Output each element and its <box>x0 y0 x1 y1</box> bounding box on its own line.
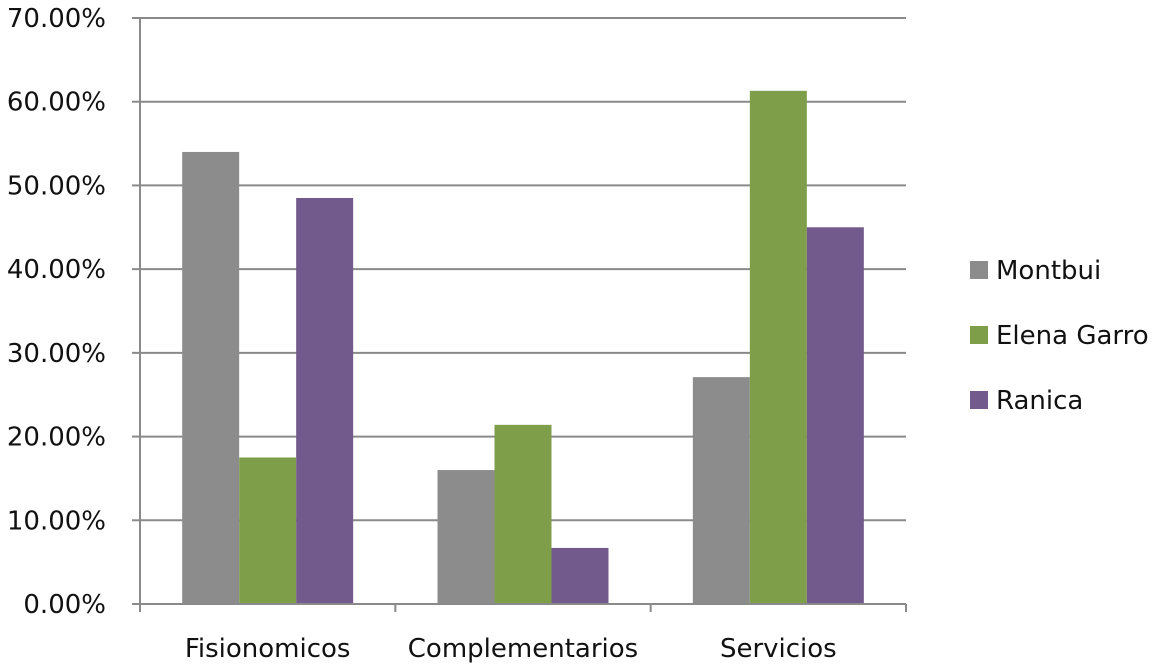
bar-ranica-complementarios <box>551 547 609 604</box>
y-tick-label: 0.00% <box>23 590 106 620</box>
y-axis-tick-labels: 0.00% 10.00% 20.00% 30.00% 40.00% 50.00% 60.00… <box>7 4 106 620</box>
y-tick-label: 10.00% <box>7 506 106 536</box>
legend-swatch <box>970 261 988 279</box>
legend-swatch <box>970 326 988 344</box>
bar-montbui-complementarios <box>437 470 495 604</box>
bars <box>182 90 864 605</box>
bar-elena-garro-servicios <box>749 90 807 605</box>
x-category-label: Complementarios <box>408 634 638 664</box>
bar-ranica-servicios <box>806 227 864 605</box>
y-tick-label: 20.00% <box>7 423 106 453</box>
legend-swatch <box>970 391 988 409</box>
y-tick-label: 60.00% <box>7 88 106 118</box>
x-axis-category-labels: Fisionomicos Complementarios Servicios <box>185 634 837 664</box>
bar-elena-garro-complementarios <box>494 424 552 604</box>
legend-label: Montbui <box>996 256 1101 286</box>
bar-ranica-fisionomicos <box>296 197 354 604</box>
x-category-label: Fisionomicos <box>185 634 351 664</box>
y-tick-label: 70.00% <box>7 4 106 34</box>
axes <box>132 17 907 612</box>
legend: Montbui Elena Garro Ranica <box>970 256 1149 416</box>
x-category-label: Servicios <box>720 634 837 664</box>
legend-label: Elena Garro <box>996 321 1149 351</box>
bar-montbui-servicios <box>692 377 750 604</box>
y-tick-label: 40.00% <box>7 255 106 285</box>
y-tick-label: 50.00% <box>7 171 106 201</box>
bar-montbui-fisionomicos <box>182 151 240 604</box>
y-tick-label: 30.00% <box>7 339 106 369</box>
bar-elena-garro-fisionomicos <box>239 457 297 604</box>
legend-label: Ranica <box>996 386 1083 416</box>
gridlines <box>140 17 906 522</box>
